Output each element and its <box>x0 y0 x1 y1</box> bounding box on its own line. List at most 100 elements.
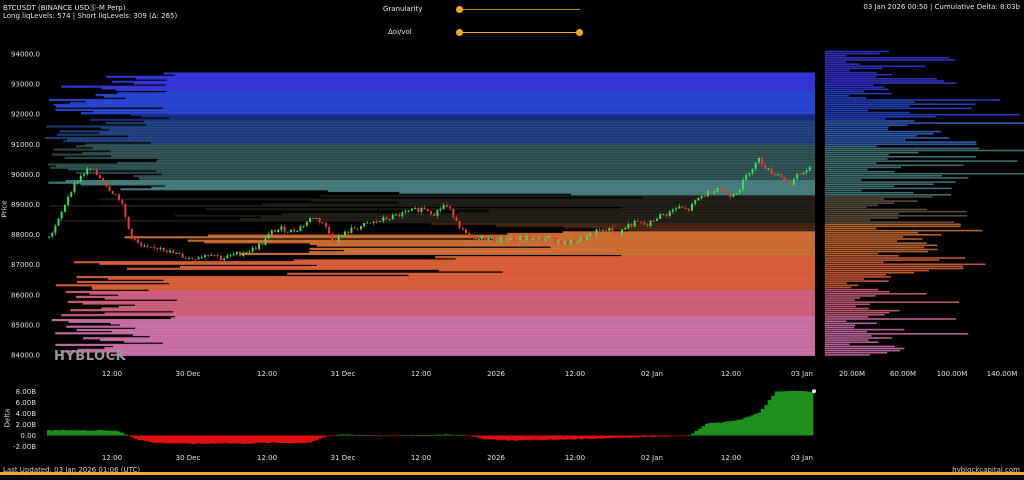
delta-bar <box>332 435 337 437</box>
delta-time-tick-label: 12:00 <box>721 454 741 462</box>
delta-tick-label: -2.00B <box>13 443 36 451</box>
candle-body <box>261 243 264 245</box>
oivol-slider-track[interactable] <box>460 32 580 33</box>
side-histogram-axis: 20.00M 60.00M 100.00M 140.00M <box>839 370 1017 378</box>
liq-level <box>133 82 815 85</box>
time-axis: 12:00 30 Dec 12:00 31 Dec 12:00 2026 12:00 02 J… <box>102 370 813 378</box>
price-tick-label: 93000.0 <box>11 81 40 89</box>
candle-body <box>551 236 553 238</box>
delta-bar <box>492 435 497 440</box>
oivol-label: Δoi/vol <box>388 28 412 36</box>
liq-level <box>458 211 815 214</box>
candle-body <box>474 236 477 240</box>
liq-histogram-bar <box>825 311 890 314</box>
delta-bar <box>182 435 187 444</box>
delta-bar <box>315 435 319 440</box>
liq-histogram-bar <box>825 170 895 173</box>
delta-bar <box>370 435 375 437</box>
liq-histogram-bar <box>825 90 865 93</box>
liq-histogram-bar <box>825 236 904 238</box>
candle-body <box>426 209 429 212</box>
liq-level <box>59 219 815 222</box>
liq-level <box>161 173 815 176</box>
delta-bar <box>457 434 462 436</box>
delta-bar <box>572 435 577 440</box>
delta-time-tick-label: 2026 <box>487 454 505 462</box>
liq-histogram-bar <box>825 217 899 219</box>
liq-level <box>76 295 815 298</box>
delta-bar <box>168 435 173 444</box>
liq-histogram-bar <box>825 330 868 333</box>
liq-histogram-bar <box>825 246 925 249</box>
delta-bar <box>771 395 776 436</box>
delta-bar <box>719 422 723 436</box>
liq-level <box>67 138 816 141</box>
candle-body <box>805 170 808 173</box>
liq-histogram-bar <box>825 160 1018 162</box>
liq-histogram-bar <box>825 120 915 122</box>
liq-histogram-bar <box>825 333 969 335</box>
delta-bar <box>200 435 205 444</box>
liq-level <box>111 330 816 333</box>
delta-bar <box>304 435 309 443</box>
delta-bar <box>788 390 793 436</box>
liq-level <box>550 246 815 249</box>
delta-bar <box>642 435 647 438</box>
delta-bar <box>343 434 347 436</box>
price-tick-label: 94000.0 <box>11 51 40 59</box>
candle-body <box>531 238 534 241</box>
delta-bar <box>621 435 626 438</box>
side-tick-label: 20.00M <box>839 370 865 378</box>
candle-body <box>576 241 579 244</box>
liq-level <box>163 107 816 110</box>
oivol-slider-handle-min[interactable] <box>456 29 463 36</box>
candle-body <box>302 225 305 227</box>
liq-level <box>603 228 815 231</box>
candle-body <box>592 233 595 236</box>
liq-histogram-bar <box>825 343 850 346</box>
liq-histogram-bar <box>825 341 879 343</box>
delta-bar <box>374 435 379 436</box>
delta-bar <box>301 435 306 444</box>
side-tick-label: 60.00M <box>890 370 916 378</box>
liq-level <box>260 216 816 219</box>
candle-body <box>226 255 229 259</box>
delta-bar <box>670 435 675 437</box>
candle-body <box>433 214 436 216</box>
granularity-slider-handle[interactable] <box>456 6 463 13</box>
liq-level <box>174 74 816 77</box>
candle-body <box>792 178 795 185</box>
delta-bar <box>440 434 445 436</box>
liq-histogram-bar <box>825 267 964 270</box>
liq-histogram-bar <box>825 65 926 68</box>
liq-histogram-bar <box>825 57 949 59</box>
liq-level <box>208 234 815 237</box>
time-tick-label: 03 Jan <box>791 370 813 378</box>
candle-body <box>586 235 588 240</box>
liq-level <box>151 186 816 189</box>
liq-histogram-bar <box>825 229 983 232</box>
candle-body <box>436 210 439 216</box>
granularity-slider-track[interactable] <box>460 9 580 10</box>
candle-body <box>235 251 238 255</box>
delta-bar <box>109 430 114 436</box>
watermark-logo: HYBLOCK <box>54 349 127 364</box>
delta-bar <box>604 435 608 439</box>
delta-bar <box>207 435 212 444</box>
candle-body <box>51 232 54 237</box>
liq-level <box>166 79 815 82</box>
candle-body <box>636 220 639 222</box>
brand-link[interactable]: hyblockcapital.com <box>952 466 1020 474</box>
delta-bar <box>262 435 267 443</box>
delta-bar <box>144 435 149 442</box>
oivol-slider-handle-max[interactable] <box>576 29 583 36</box>
delta-bar <box>691 433 695 436</box>
candle-body <box>557 240 560 243</box>
candle-body <box>289 229 292 232</box>
liq-level <box>80 183 815 186</box>
candle-body <box>732 194 735 197</box>
delta-bar <box>628 435 633 438</box>
time-tick-label: 30 Dec <box>176 370 201 378</box>
liq-histogram-bar <box>825 162 877 164</box>
